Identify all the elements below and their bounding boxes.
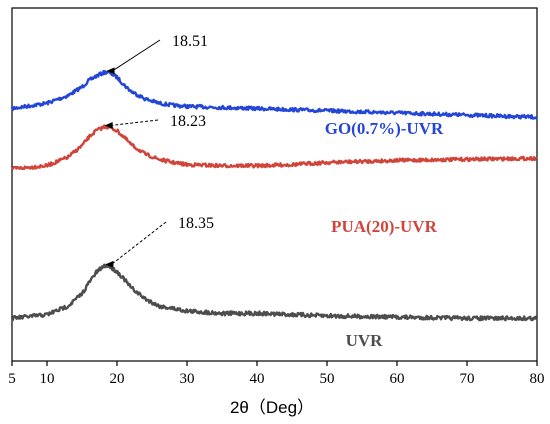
series-line — [11, 124, 538, 171]
x-tick-label: 20 — [110, 371, 125, 387]
x-axis-label: 2θ（Deg） — [230, 398, 314, 417]
x-tick-label: 5 — [8, 371, 16, 387]
peak-label: 18.51 — [172, 33, 208, 50]
peak-arrow — [105, 260, 114, 268]
series-label: UVR — [346, 331, 384, 350]
series-label: PUA(20)-UVR — [331, 217, 437, 236]
peak-label: 18.23 — [170, 113, 206, 130]
peak-leader — [112, 39, 161, 72]
peak-leader — [110, 119, 159, 126]
x-tick-label: 40 — [250, 371, 265, 387]
x-tick-label: 80 — [530, 371, 545, 387]
x-tick-label: 60 — [390, 371, 405, 387]
series-line — [10, 263, 539, 322]
plot-border — [11, 7, 538, 362]
peak-label: 18.35 — [178, 215, 214, 232]
x-tick-label: 50 — [320, 371, 335, 387]
peak-arrow — [104, 121, 113, 129]
peak-annotations: 18.51 18.23 18.35 — [104, 33, 214, 268]
x-tick-label: 70 — [460, 371, 475, 387]
peak-arrow — [106, 67, 115, 75]
peak-leader — [111, 221, 167, 265]
series-label: GO(0.7%)-UVR — [325, 119, 444, 138]
x-tick-label: 10 — [40, 371, 55, 387]
series-line — [10, 69, 539, 120]
x-axis-ticks: 5 10 20 30 40 50 60 70 80 — [8, 361, 545, 387]
x-tick-label: 30 — [180, 371, 195, 387]
series-layer: GO(0.7%)-UVR PUA(20)-UVR UVR — [10, 69, 539, 350]
plot-frame — [11, 7, 538, 362]
